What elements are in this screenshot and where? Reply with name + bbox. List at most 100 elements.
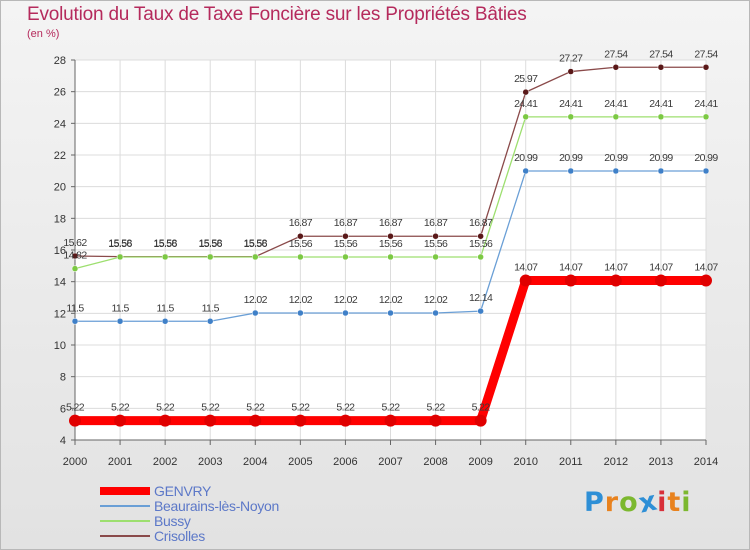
legend-label: GENVRY xyxy=(154,483,212,499)
series-layer xyxy=(69,64,712,427)
data-label: 11.5 xyxy=(111,302,129,314)
data-point-crisolles xyxy=(522,88,529,96)
data-point-beaurains-l-s-noyon xyxy=(116,318,124,325)
data-point-crisolles xyxy=(387,232,394,240)
data-label: 24.41 xyxy=(694,98,718,110)
chart-title: Evolution du Taux de Taxe Foncière sur l… xyxy=(27,4,527,25)
data-label: 27.27 xyxy=(559,53,583,65)
data-point-genvry xyxy=(339,414,352,427)
y-tick-label: 14 xyxy=(54,277,66,289)
data-label: 5.22 xyxy=(201,402,220,414)
data-point-bussy xyxy=(477,253,484,261)
data-label: 14.82 xyxy=(63,250,87,262)
y-tick-label: 20 xyxy=(54,182,66,194)
data-label: 27.54 xyxy=(649,48,673,60)
data-label: 15.56 xyxy=(379,238,403,250)
data-point-bussy xyxy=(432,253,439,261)
data-point-bussy xyxy=(206,253,214,261)
data-point-beaurains-l-s-noyon xyxy=(432,309,439,317)
data-label: 14.07 xyxy=(559,262,583,274)
data-point-genvry xyxy=(204,414,217,427)
data-label: 16.87 xyxy=(379,217,403,229)
data-label: 16.87 xyxy=(469,217,493,229)
data-point-bussy xyxy=(387,253,394,261)
axes: 4 6 8 10 12 14 16 18 20 22 24 26 28 2000 2001 2002 2003 2… xyxy=(54,55,718,468)
data-point-beaurains-l-s-noyon xyxy=(342,309,349,317)
logo-letter: i xyxy=(657,487,668,518)
data-label: 16.87 xyxy=(334,217,358,229)
data-point-beaurains-l-s-noyon xyxy=(161,318,169,325)
data-label: 27.54 xyxy=(694,48,718,60)
data-label: 15.58 xyxy=(244,238,268,250)
y-tick-label: 28 xyxy=(54,55,66,67)
x-tick-label: 2011 xyxy=(559,456,583,468)
data-point-crisolles xyxy=(71,252,79,260)
data-label: 5.22 xyxy=(246,402,265,414)
data-point-bussy xyxy=(342,253,349,261)
data-label: 15.56 xyxy=(199,238,223,250)
data-label: 11.5 xyxy=(66,302,84,314)
data-point-beaurains-l-s-noyon xyxy=(522,167,529,175)
data-point-crisolles xyxy=(432,232,439,240)
unit-label: (en %) xyxy=(27,28,60,40)
data-point-crisolles xyxy=(657,64,665,71)
data-label: 5.22 xyxy=(472,402,491,414)
legend-label: Bussy xyxy=(154,513,191,529)
y-tick-label: 26 xyxy=(54,87,66,99)
data-label: 20.99 xyxy=(649,152,673,164)
data-label: 24.41 xyxy=(604,98,628,110)
data-label: 14.07 xyxy=(694,262,718,274)
data-label: 16.87 xyxy=(424,217,448,229)
data-label: 12.02 xyxy=(379,294,403,306)
x-tick-label: 2006 xyxy=(333,456,357,468)
data-label: 15.58 xyxy=(199,238,223,250)
y-tick-label: 24 xyxy=(54,118,66,130)
legend-label: Crisolles xyxy=(154,528,205,544)
data-point-genvry xyxy=(294,414,307,427)
data-label: 15.58 xyxy=(154,238,178,250)
data-label: 12.02 xyxy=(244,294,268,306)
data-point-crisolles xyxy=(297,232,304,240)
data-point-bussy xyxy=(297,253,304,261)
y-tick-label: 22 xyxy=(54,150,66,162)
data-label: 11.5 xyxy=(157,302,175,314)
data-point-genvry xyxy=(564,274,577,287)
legend-swatch xyxy=(100,505,150,507)
y-tick-label: 6 xyxy=(60,403,66,415)
data-point-beaurains-l-s-noyon xyxy=(206,318,214,325)
data-point-genvry xyxy=(249,414,262,427)
data-point-bussy xyxy=(252,253,259,261)
data-label: 20.99 xyxy=(694,152,718,164)
data-label: 12.14 xyxy=(469,292,493,304)
data-label: 25.97 xyxy=(514,73,538,85)
data-point-crisolles xyxy=(702,64,710,71)
data-point-beaurains-l-s-noyon xyxy=(297,309,304,317)
y-tick-label: 10 xyxy=(54,340,66,352)
x-tick-label: 2002 xyxy=(153,456,177,468)
data-point-genvry xyxy=(69,414,81,427)
logo-letter: P xyxy=(584,487,605,518)
data-point-bussy xyxy=(612,113,620,121)
data-point-bussy xyxy=(702,113,710,121)
logo-letter: o xyxy=(619,487,639,518)
data-label: 5.22 xyxy=(291,402,310,414)
data-point-genvry xyxy=(159,414,172,427)
data-point-beaurains-l-s-noyon xyxy=(612,167,620,175)
data-point-bussy xyxy=(657,113,665,121)
x-tick-label: 2012 xyxy=(604,456,628,468)
x-tick-label: 2007 xyxy=(378,456,402,468)
data-label: 24.41 xyxy=(559,98,583,110)
data-label: 15.56 xyxy=(108,238,132,250)
data-point-crisolles xyxy=(567,68,575,75)
data-point-bussy xyxy=(116,253,124,261)
x-tick-label: 2003 xyxy=(198,456,222,468)
logo-letter: i xyxy=(681,487,692,518)
x-tick-label: 2000 xyxy=(63,456,87,468)
data-point-bussy xyxy=(71,265,79,272)
y-tick-label: 18 xyxy=(54,213,66,225)
data-point-genvry xyxy=(429,414,442,427)
data-point-genvry xyxy=(654,274,667,287)
data-label: 15.58 xyxy=(108,238,132,250)
data-label: 15.56 xyxy=(424,238,448,250)
